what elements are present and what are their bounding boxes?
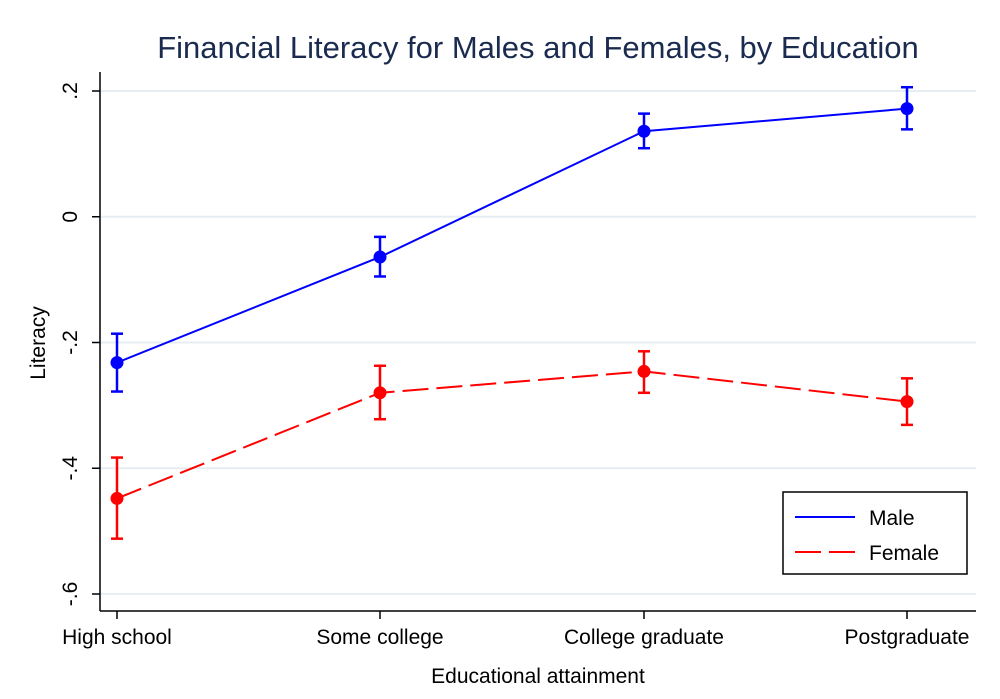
series-female: [110, 350, 914, 540]
y-tick-label: -.6: [59, 582, 82, 607]
series-layer: [110, 85, 914, 540]
x-axis-label: Educational attainment: [431, 665, 645, 688]
gridlines: [101, 90, 976, 595]
y-tick-label: -.2: [59, 330, 82, 355]
axes: -.6 -.4 -.2 0 .2 High school Some college Colle…: [59, 72, 976, 649]
series-line-female: [116, 370, 908, 500]
x-tick-label: Some college: [316, 626, 443, 649]
legend-box: [782, 491, 968, 575]
x-tick-label: High school: [62, 626, 172, 649]
x-tick-label: College graduate: [564, 626, 724, 649]
chart-title: Financial Literacy for Males and Females…: [157, 30, 919, 65]
legend-label-female: Female: [869, 542, 939, 565]
y-axis-label: Literacy: [27, 306, 50, 380]
y-tick-label: -.4: [59, 456, 82, 481]
data-point-female: [900, 395, 914, 409]
legend-label-male: Male: [869, 507, 915, 530]
data-point-female: [110, 491, 124, 505]
series-male: [110, 85, 914, 393]
data-point-male: [373, 250, 387, 264]
data-point-female: [637, 364, 651, 378]
data-point-female: [373, 386, 387, 400]
data-point-male: [900, 102, 914, 116]
series-line-male: [116, 107, 908, 364]
y-tick-label: 0: [59, 211, 82, 223]
legend: Male Female: [782, 491, 968, 575]
x-tick-label: Postgraduate: [845, 626, 970, 649]
y-tick-label: .2: [59, 82, 82, 100]
data-point-male: [110, 356, 124, 370]
data-point-male: [637, 124, 651, 138]
